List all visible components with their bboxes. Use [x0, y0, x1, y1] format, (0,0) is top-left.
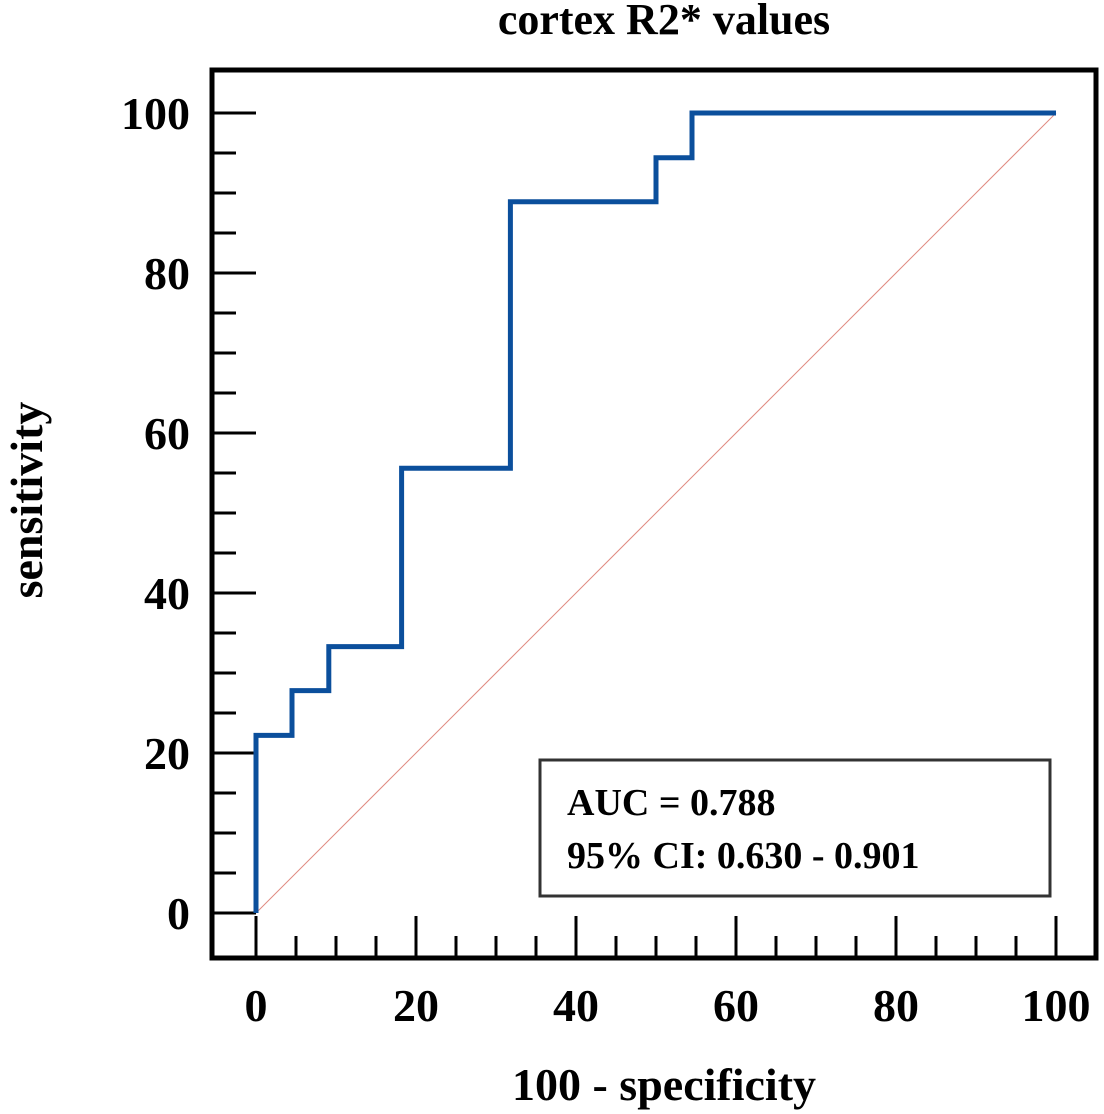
y-tick-label-60: 60 [144, 408, 190, 459]
x-axis-tick-labels: 0 20 40 60 80 100 [245, 980, 1091, 1031]
y-tick-label-40: 40 [144, 568, 190, 619]
x-tick-label-60: 60 [713, 980, 759, 1031]
chart-title: cortex R2* values [498, 0, 830, 44]
x-axis-ticks [254, 916, 1058, 958]
ci-label: 95% CI: 0.630 - 0.901 [567, 835, 920, 877]
auc-label: AUC = 0.788 [567, 782, 775, 824]
x-tick-label-0: 0 [245, 980, 268, 1031]
y-axis-ticks [212, 111, 256, 915]
x-tick-label-80: 80 [873, 980, 919, 1031]
annotation-frame [538, 758, 1052, 898]
x-tick-label-40: 40 [553, 980, 599, 1031]
y-tick-label-0: 0 [167, 888, 190, 939]
y-axis-tick-labels: 0 20 40 60 80 100 [121, 88, 190, 939]
y-tick-label-80: 80 [144, 248, 190, 299]
y-tick-label-100: 100 [121, 88, 190, 139]
x-tick-label-100: 100 [1022, 980, 1091, 1031]
reference-diagonal-line [255, 112, 1057, 914]
x-axis-label: 100 - specificity [512, 1059, 816, 1110]
y-tick-label-20: 20 [144, 728, 190, 779]
roc-curve-line [253, 110, 1056, 913]
auc-annotation-box: AUC = 0.788 95% CI: 0.630 - 0.901 [538, 758, 1052, 898]
y-axis-label: sensitivity [1, 402, 52, 599]
x-tick-label-20: 20 [393, 980, 439, 1031]
